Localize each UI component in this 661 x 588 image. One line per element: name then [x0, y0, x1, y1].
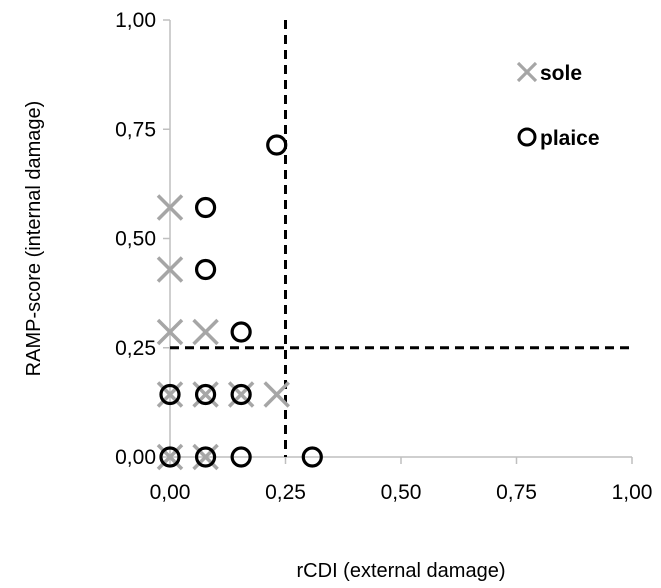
- data-point-plaice: [230, 321, 252, 343]
- data-point-plaice: [194, 446, 217, 468]
- data-point-plaice: [159, 446, 181, 468]
- tick-labels: 0,00 0,25 0,50 0,75 1,00 0,00 0,25 0,50 0,75 1,00: [115, 9, 652, 504]
- legend-marker-plaice: [517, 127, 537, 147]
- legend-label-plaice: plaice: [540, 127, 600, 150]
- x-tick-label: 0,75: [496, 481, 537, 504]
- data-point-plaice: [194, 383, 217, 406]
- data-point-plaice: [194, 258, 217, 281]
- x-tick-label: 0,50: [381, 481, 422, 504]
- data-point-sole: [156, 381, 184, 408]
- data-points: [156, 134, 323, 471]
- x-tick-label: 1,00: [612, 481, 653, 504]
- y-tick-label: 0,00: [115, 446, 156, 469]
- y-tick-label: 0,25: [115, 337, 156, 360]
- legend-marker-sole: [516, 61, 538, 83]
- data-point-plaice: [159, 383, 181, 406]
- data-point-plaice: [230, 383, 252, 406]
- data-point-sole: [192, 318, 219, 346]
- data-point-plaice: [230, 446, 252, 468]
- y-tick-label: 0,75: [115, 118, 156, 141]
- data-point-sole: [156, 256, 184, 283]
- y-axis-title: RAMP-score (internal damage): [23, 101, 45, 377]
- data-point-plaice: [301, 446, 323, 468]
- y-tick-label: 0,50: [115, 228, 156, 251]
- legend-label-sole: sole: [540, 62, 582, 85]
- y-tick-label: 1,00: [115, 9, 156, 32]
- legend-item-sole: sole: [516, 61, 582, 85]
- x-tick-label: 0,00: [150, 481, 191, 504]
- data-point-sole: [192, 443, 219, 471]
- data-point-sole: [227, 381, 255, 408]
- data-point-sole: [192, 381, 219, 408]
- legend: sole plaice: [516, 61, 600, 150]
- data-point-plaice: [266, 134, 288, 156]
- x-tick-label: 0,25: [265, 481, 306, 504]
- data-point-plaice: [194, 196, 217, 219]
- ticks: [163, 19, 633, 464]
- data-point-sole: [156, 443, 184, 471]
- data-point-sole: [263, 381, 290, 408]
- data-point-sole: [156, 194, 184, 221]
- data-point-sole: [156, 318, 184, 346]
- legend-item-plaice: plaice: [517, 127, 600, 150]
- x-axis-title: rCDI (external damage): [297, 560, 506, 582]
